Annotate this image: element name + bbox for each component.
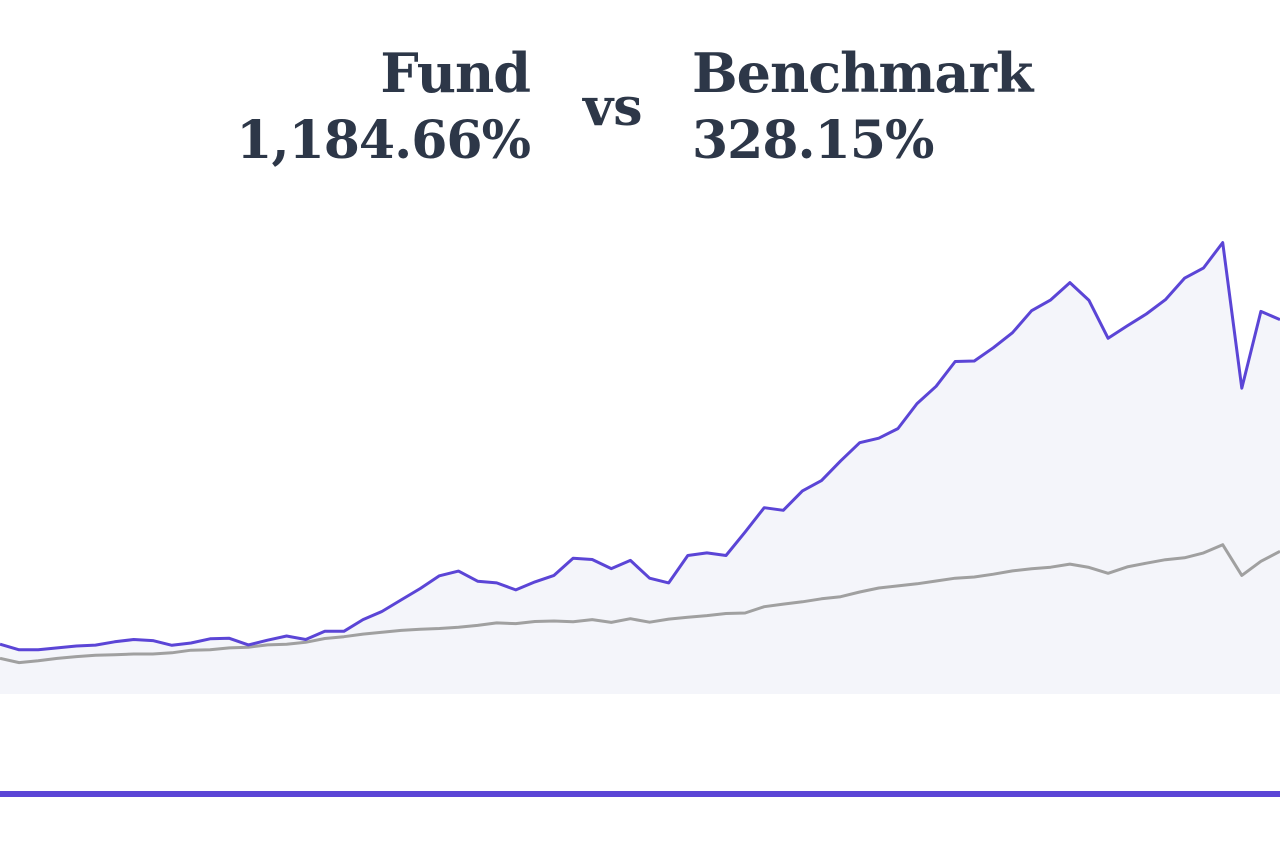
fund-label: Fund bbox=[380, 41, 531, 105]
vs-label: vs bbox=[583, 77, 643, 138]
fund-area-fill bbox=[0, 242, 1280, 694]
benchmark-series-line bbox=[0, 543, 1280, 665]
fund-return-value: 1,184.66% bbox=[236, 110, 531, 171]
chart-header: Fund 1,184.66% vs Benchmark 328.15% bbox=[0, 0, 1280, 180]
benchmark-label: Benchmark bbox=[692, 41, 1033, 105]
fund-series-line bbox=[0, 241, 1280, 652]
chart-baseline-bar bbox=[0, 791, 1280, 797]
benchmark-return-value: 328.15% bbox=[692, 110, 934, 171]
